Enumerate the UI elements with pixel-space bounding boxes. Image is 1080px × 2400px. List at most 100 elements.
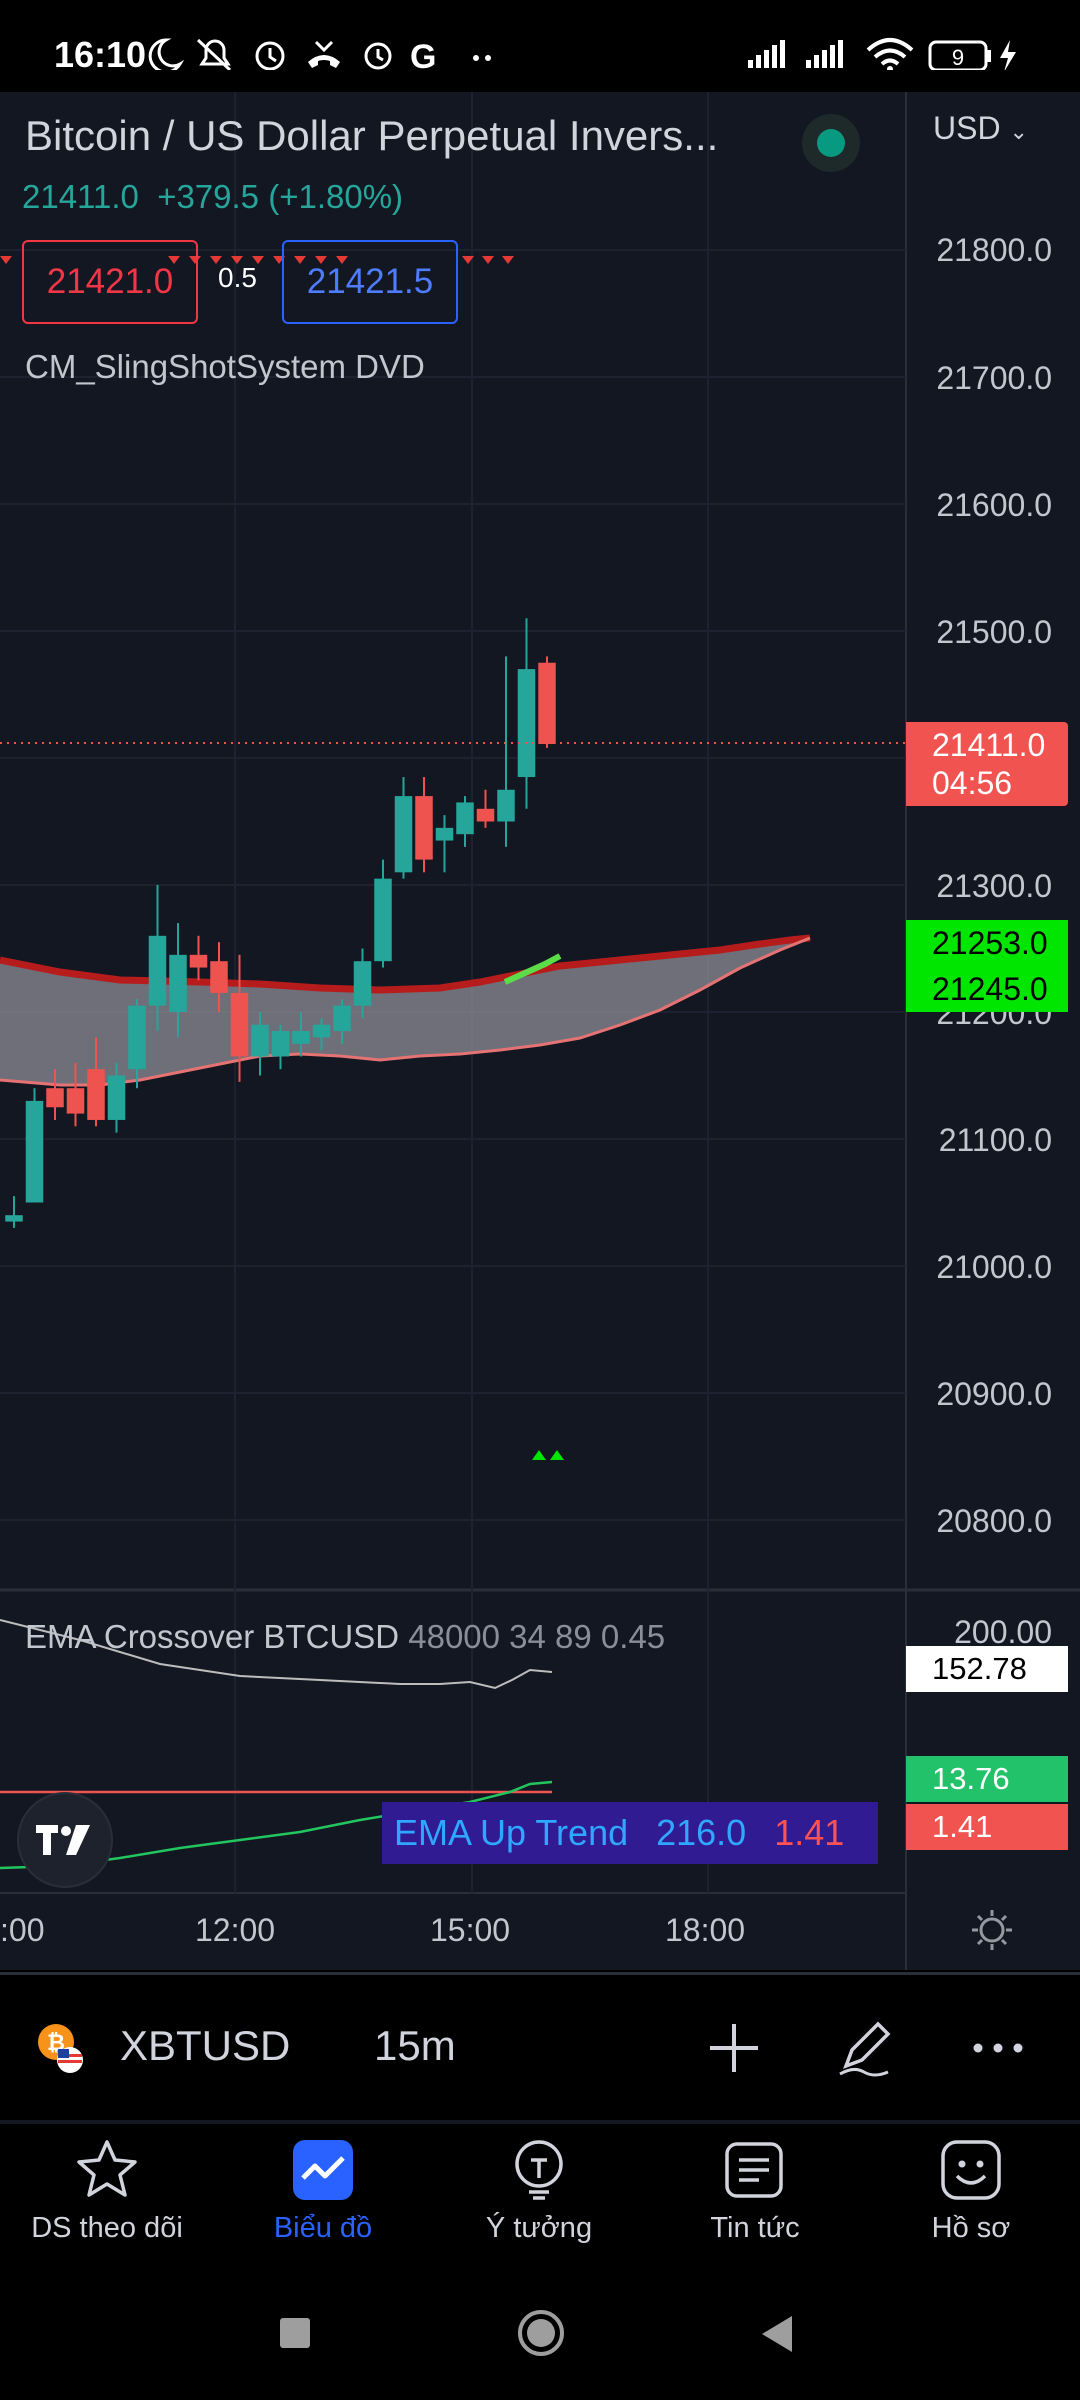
ema-trend-table: EMA Up Trend 216.0 1.41 [382, 1802, 878, 1864]
indicator-label[interactable]: CM_SlingShotSystem DVD [25, 348, 425, 386]
candle-body [415, 796, 433, 860]
back-icon[interactable] [760, 2314, 796, 2354]
price-axis-label: 21800.0 [936, 232, 1052, 269]
time-axis-label: 15:00 [430, 1912, 510, 1949]
svg-text:9: 9 [952, 45, 964, 70]
nav-news[interactable]: Tin tức [665, 2138, 845, 2245]
missed-call-icon [308, 42, 340, 68]
candle-body [169, 955, 187, 1012]
star-icon [75, 2138, 139, 2202]
price-axis-label: 21700.0 [936, 360, 1052, 397]
wifi-icon [868, 40, 912, 70]
candle-body [518, 669, 536, 777]
currency-selector[interactable]: USD ⌄ [933, 110, 1028, 147]
price-axis-label: 20900.0 [936, 1376, 1052, 1413]
price-axis-label: 21600.0 [936, 487, 1052, 524]
candle-body [395, 796, 413, 872]
news-icon [723, 2138, 787, 2202]
interval-selector[interactable]: 15m [374, 2022, 456, 2070]
recent-apps-icon[interactable] [278, 2316, 312, 2350]
moon-icon [150, 40, 180, 70]
marker-arrow [502, 256, 514, 264]
ema-fast-tag: 21253.0 [906, 920, 1068, 966]
symbol-title[interactable]: Bitcoin / US Dollar Perpetual Invers... [25, 112, 718, 160]
current-price-tag: 21411.0 04:56 [906, 722, 1068, 806]
pencil-icon[interactable] [836, 2016, 898, 2078]
marker-arrow [0, 256, 12, 264]
candle-body [292, 1031, 310, 1044]
nav-label: DS theo dõi [17, 2212, 197, 2245]
more-options-icon[interactable] [970, 2030, 1026, 2066]
home-icon[interactable] [516, 2308, 566, 2358]
ema-slow-tag: 21245.0 [906, 966, 1068, 1012]
candle-body [128, 1006, 146, 1070]
signal-icon [806, 40, 843, 68]
nav-label: Ý tưởng [449, 2212, 629, 2245]
symbol-selector[interactable]: XBTUSD [120, 2022, 290, 2070]
ema-name: EMA Crossover BTCUSD [25, 1618, 399, 1655]
time-axis-label: :00 [0, 1912, 44, 1949]
mute-icon [198, 40, 230, 70]
currency-label: USD [933, 110, 1001, 146]
nav-watchlist[interactable]: DS theo dõi [17, 2138, 197, 2245]
buy-signal-arrow [532, 1450, 546, 1460]
marker-arrow [482, 256, 494, 264]
candle-body [46, 1088, 64, 1107]
alarm-icon [366, 44, 390, 68]
change-value: +379.5 (+1.80%) [157, 178, 403, 215]
ema-value-tag: 152.78 [906, 1646, 1068, 1692]
nav-label: Tin tức [665, 2212, 845, 2245]
trend-value: 1.41 [746, 1812, 844, 1854]
status-icons-right: 9 [748, 36, 1058, 70]
candle-body [26, 1101, 44, 1203]
nav-profile[interactable]: Hồ sơ [881, 2138, 1061, 2245]
nav-chart[interactable]: Biểu đồ [233, 2138, 413, 2245]
candle-body [436, 828, 454, 841]
nav-label: Hồ sơ [881, 2212, 1061, 2245]
plus-icon[interactable] [706, 2020, 762, 2076]
ema-value-tag: 1.41 [906, 1804, 1068, 1850]
candle-body [210, 961, 228, 993]
candle-body [374, 879, 392, 962]
trend-value: 216.0 [628, 1812, 746, 1854]
signal-icon [748, 40, 785, 68]
candle-body [231, 993, 249, 1056]
status-time: 16:10 [54, 34, 146, 76]
candle-body [251, 1025, 269, 1057]
candle-body [456, 802, 474, 834]
trend-label: EMA Up Trend [382, 1812, 628, 1854]
nav-ideas[interactable]: Ý tưởng [449, 2138, 629, 2245]
status-icons-left: G [148, 36, 448, 70]
time-axis-label: 12:00 [195, 1912, 275, 1949]
charging-icon [1000, 40, 1016, 70]
candle-body [190, 955, 208, 968]
chart-icon [291, 2138, 355, 2202]
candle-body [538, 663, 556, 744]
tradingview-logo[interactable] [17, 1792, 113, 1888]
candle-body [108, 1076, 126, 1120]
alarm-icon [257, 43, 283, 69]
spread-value: 0.5 [218, 262, 257, 294]
bitcoin-icon[interactable]: ₿ [36, 2022, 88, 2074]
price-axis-label: 21000.0 [936, 1249, 1052, 1286]
profile-icon [939, 2138, 1003, 2202]
ema-value-tag: 13.76 [906, 1756, 1068, 1802]
candle-body [477, 809, 495, 822]
candle-body [67, 1088, 85, 1113]
time-axis-label: 18:00 [665, 1912, 745, 1949]
candle-body [333, 1006, 351, 1031]
market-status-icon[interactable] [800, 112, 862, 174]
gear-icon[interactable] [970, 1908, 1014, 1952]
candle-body [272, 1031, 290, 1056]
last-price: 21411.0 [22, 178, 139, 215]
more-dots-icon [470, 36, 500, 70]
nav-label: Biểu đồ [233, 2212, 413, 2245]
ema-indicator-label[interactable]: EMA Crossover BTCUSD 48000 34 89 0.45 [25, 1618, 665, 1656]
sell-button[interactable]: 21421.0 [22, 240, 198, 324]
lightbulb-icon [507, 2138, 571, 2202]
price-change: 21411.0 +379.5 (+1.80%) [22, 178, 403, 216]
bar-countdown: 04:56 [932, 765, 1012, 801]
price-axis-label: 20800.0 [936, 1503, 1052, 1540]
ema-params: 48000 34 89 0.45 [408, 1618, 665, 1655]
buy-button[interactable]: 21421.5 [282, 240, 458, 324]
